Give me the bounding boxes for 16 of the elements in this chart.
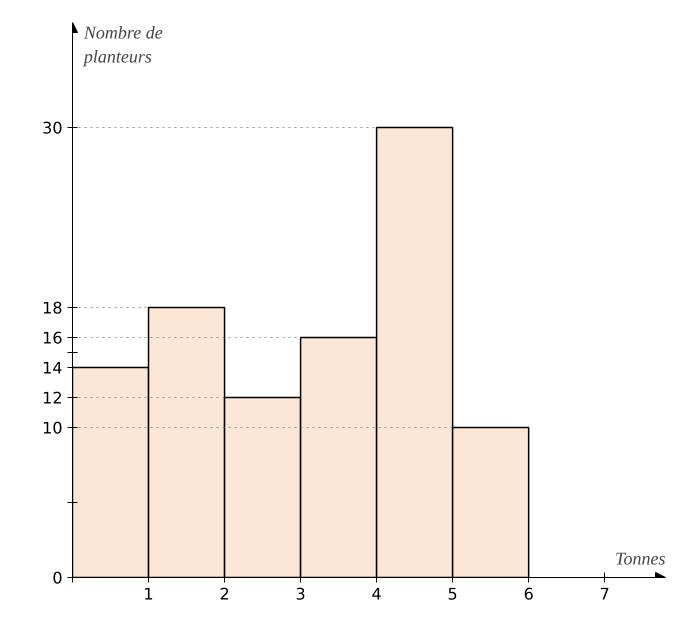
- y-tick-label: 30: [42, 118, 62, 138]
- x-tick-label: 3: [295, 584, 306, 604]
- x-tick-label: 2: [219, 584, 230, 604]
- x-tick-label: 6: [524, 584, 534, 604]
- x-tick-label: 4: [372, 584, 382, 604]
- x-axis-title: Tonnes: [615, 548, 666, 568]
- y-tick-label: 14: [42, 358, 62, 378]
- y-tick-label: 18: [42, 298, 62, 318]
- x-tick-label: 1: [143, 584, 154, 604]
- x-tick-label: 7: [600, 584, 610, 604]
- y-tick-label: 0: [52, 568, 63, 588]
- y-tick-label: 12: [42, 388, 62, 408]
- y-axis-title: Nombre de planteurs: [82, 22, 163, 66]
- x-tick-label: 5: [448, 584, 458, 604]
- y-tick-label: 10: [42, 418, 62, 438]
- y-tick-label: 16: [42, 328, 62, 348]
